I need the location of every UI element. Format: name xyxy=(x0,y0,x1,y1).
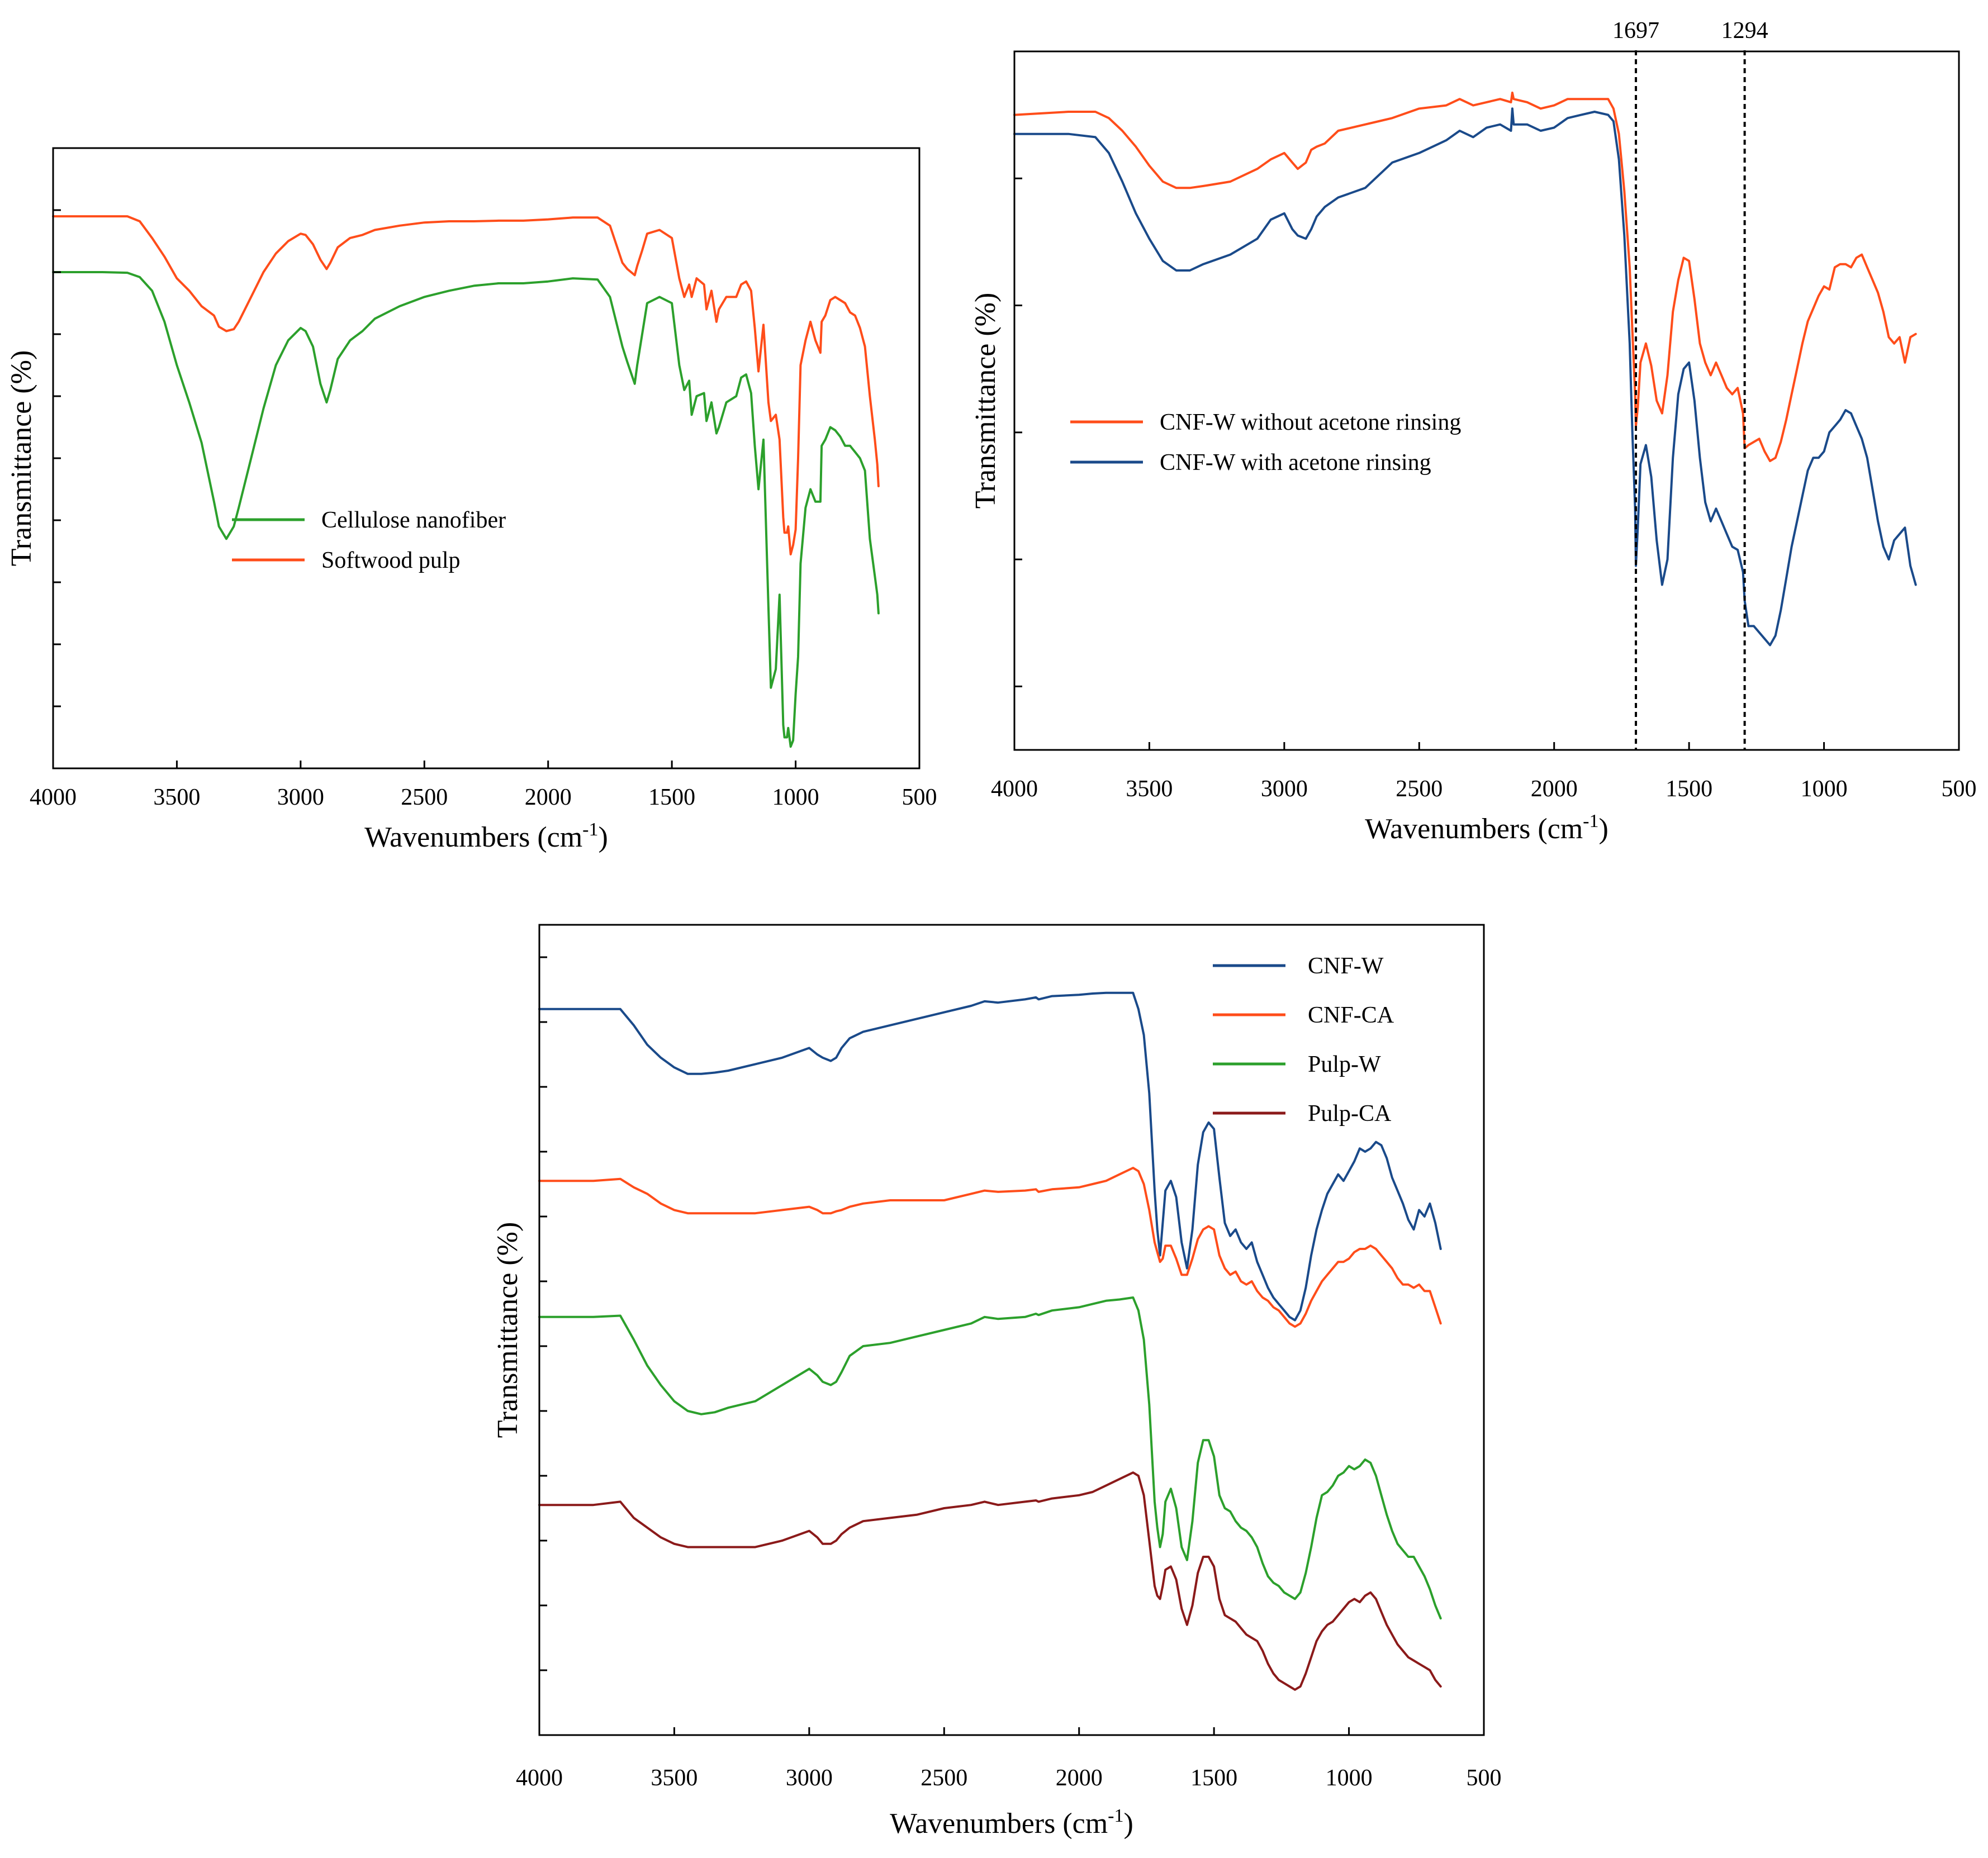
x-tick-label: 500 xyxy=(902,785,937,810)
series-line-softwood-pulp xyxy=(52,215,880,555)
y-axis-title: Transmittance (%) xyxy=(492,1222,524,1438)
x-tick-label: 3500 xyxy=(651,1765,698,1791)
x-tick-label: 1500 xyxy=(648,785,695,810)
x-tick-label: 3000 xyxy=(786,1765,833,1791)
x-tick-label: 3000 xyxy=(1261,776,1308,802)
x-tick-label: 2000 xyxy=(1531,776,1578,802)
legend: CNF-W without acetone rinsing CNF-W with … xyxy=(1070,410,1461,476)
plot-frame xyxy=(52,147,921,769)
legend-label: Cellulose nanofiber xyxy=(321,507,506,533)
legend-label: CNF-W with acetone rinsing xyxy=(1160,450,1431,476)
x-tick-label: 500 xyxy=(1942,776,1977,802)
series-line-cnf-w-without-acetone-rinsing xyxy=(1013,91,1917,462)
series-line-cellulose-nanofiber xyxy=(52,271,880,748)
x-tick-label: 2500 xyxy=(921,1765,967,1791)
plot-frame xyxy=(538,924,1485,1736)
legend-label: Pulp-W xyxy=(1308,1052,1381,1077)
legend-label: CNF-W without acetone rinsing xyxy=(1160,410,1461,435)
x-tick-label: 500 xyxy=(1467,1765,1502,1791)
panel-top-left: 4000 3500 3000 2500 2000 1500 1000 500 Wavenumbe… xyxy=(6,147,937,853)
x-axis-title: Wavenumbers (cm-1) xyxy=(364,819,608,853)
x-axis-title: Wavenumbers (cm-1) xyxy=(890,1805,1133,1840)
legend: CNF-W CNF-CA Pulp-W Pulp-CA xyxy=(1213,953,1394,1127)
x-tick-label: 1500 xyxy=(1190,1765,1237,1791)
x-tick-label: 2000 xyxy=(525,785,572,810)
x-tick-label: 2000 xyxy=(1056,1765,1103,1791)
x-tick-label: 1000 xyxy=(1326,1765,1373,1791)
series-line-pulp-w xyxy=(538,1296,1442,1620)
x-tick-label: 1500 xyxy=(1666,776,1712,802)
x-tick-label: 4000 xyxy=(991,776,1038,802)
marker-label-1697: 1697 xyxy=(1612,18,1659,44)
legend-label: Pulp-CA xyxy=(1308,1101,1392,1127)
x-tick-label: 4000 xyxy=(516,1765,563,1791)
y-axis-title: Transmittance (%) xyxy=(970,293,1002,509)
y-axis-title: Transmittance (%) xyxy=(6,350,37,567)
x-tick-label: 3500 xyxy=(1126,776,1173,802)
plot-frame xyxy=(1013,50,1960,751)
x-tick-label: 1000 xyxy=(1801,776,1848,802)
legend: Cellulose nanofiber Softwood pulp xyxy=(232,507,506,573)
x-tick-label: 2500 xyxy=(401,785,448,810)
legend-label: Softwood pulp xyxy=(321,548,461,573)
x-tick-label: 4000 xyxy=(30,785,77,810)
x-tick-label: 2500 xyxy=(1396,776,1443,802)
series-line-cnf-w-with-acetone-rinsing xyxy=(1013,107,1917,647)
marker-label-1294: 1294 xyxy=(1721,18,1768,44)
x-tick-label: 1000 xyxy=(772,785,819,810)
legend-label: CNF-CA xyxy=(1308,1002,1394,1028)
x-tick-label: 3000 xyxy=(277,785,324,810)
series-line-cnf-ca xyxy=(538,1167,1442,1328)
panel-top-right: 1697 1294 4000 3500 3000 2500 2000 1500 1000 500 W… xyxy=(970,18,1977,845)
panel-bottom: 4000 3500 3000 2500 2000 1500 1000 500 Wavenumbe… xyxy=(492,924,1502,1840)
x-tick-label: 3500 xyxy=(153,785,200,810)
series-line-cnf-w xyxy=(538,991,1442,1322)
series-line-pulp-ca xyxy=(538,1471,1442,1691)
legend-label: CNF-W xyxy=(1308,953,1384,979)
x-axis-title: Wavenumbers (cm-1) xyxy=(1365,811,1609,845)
